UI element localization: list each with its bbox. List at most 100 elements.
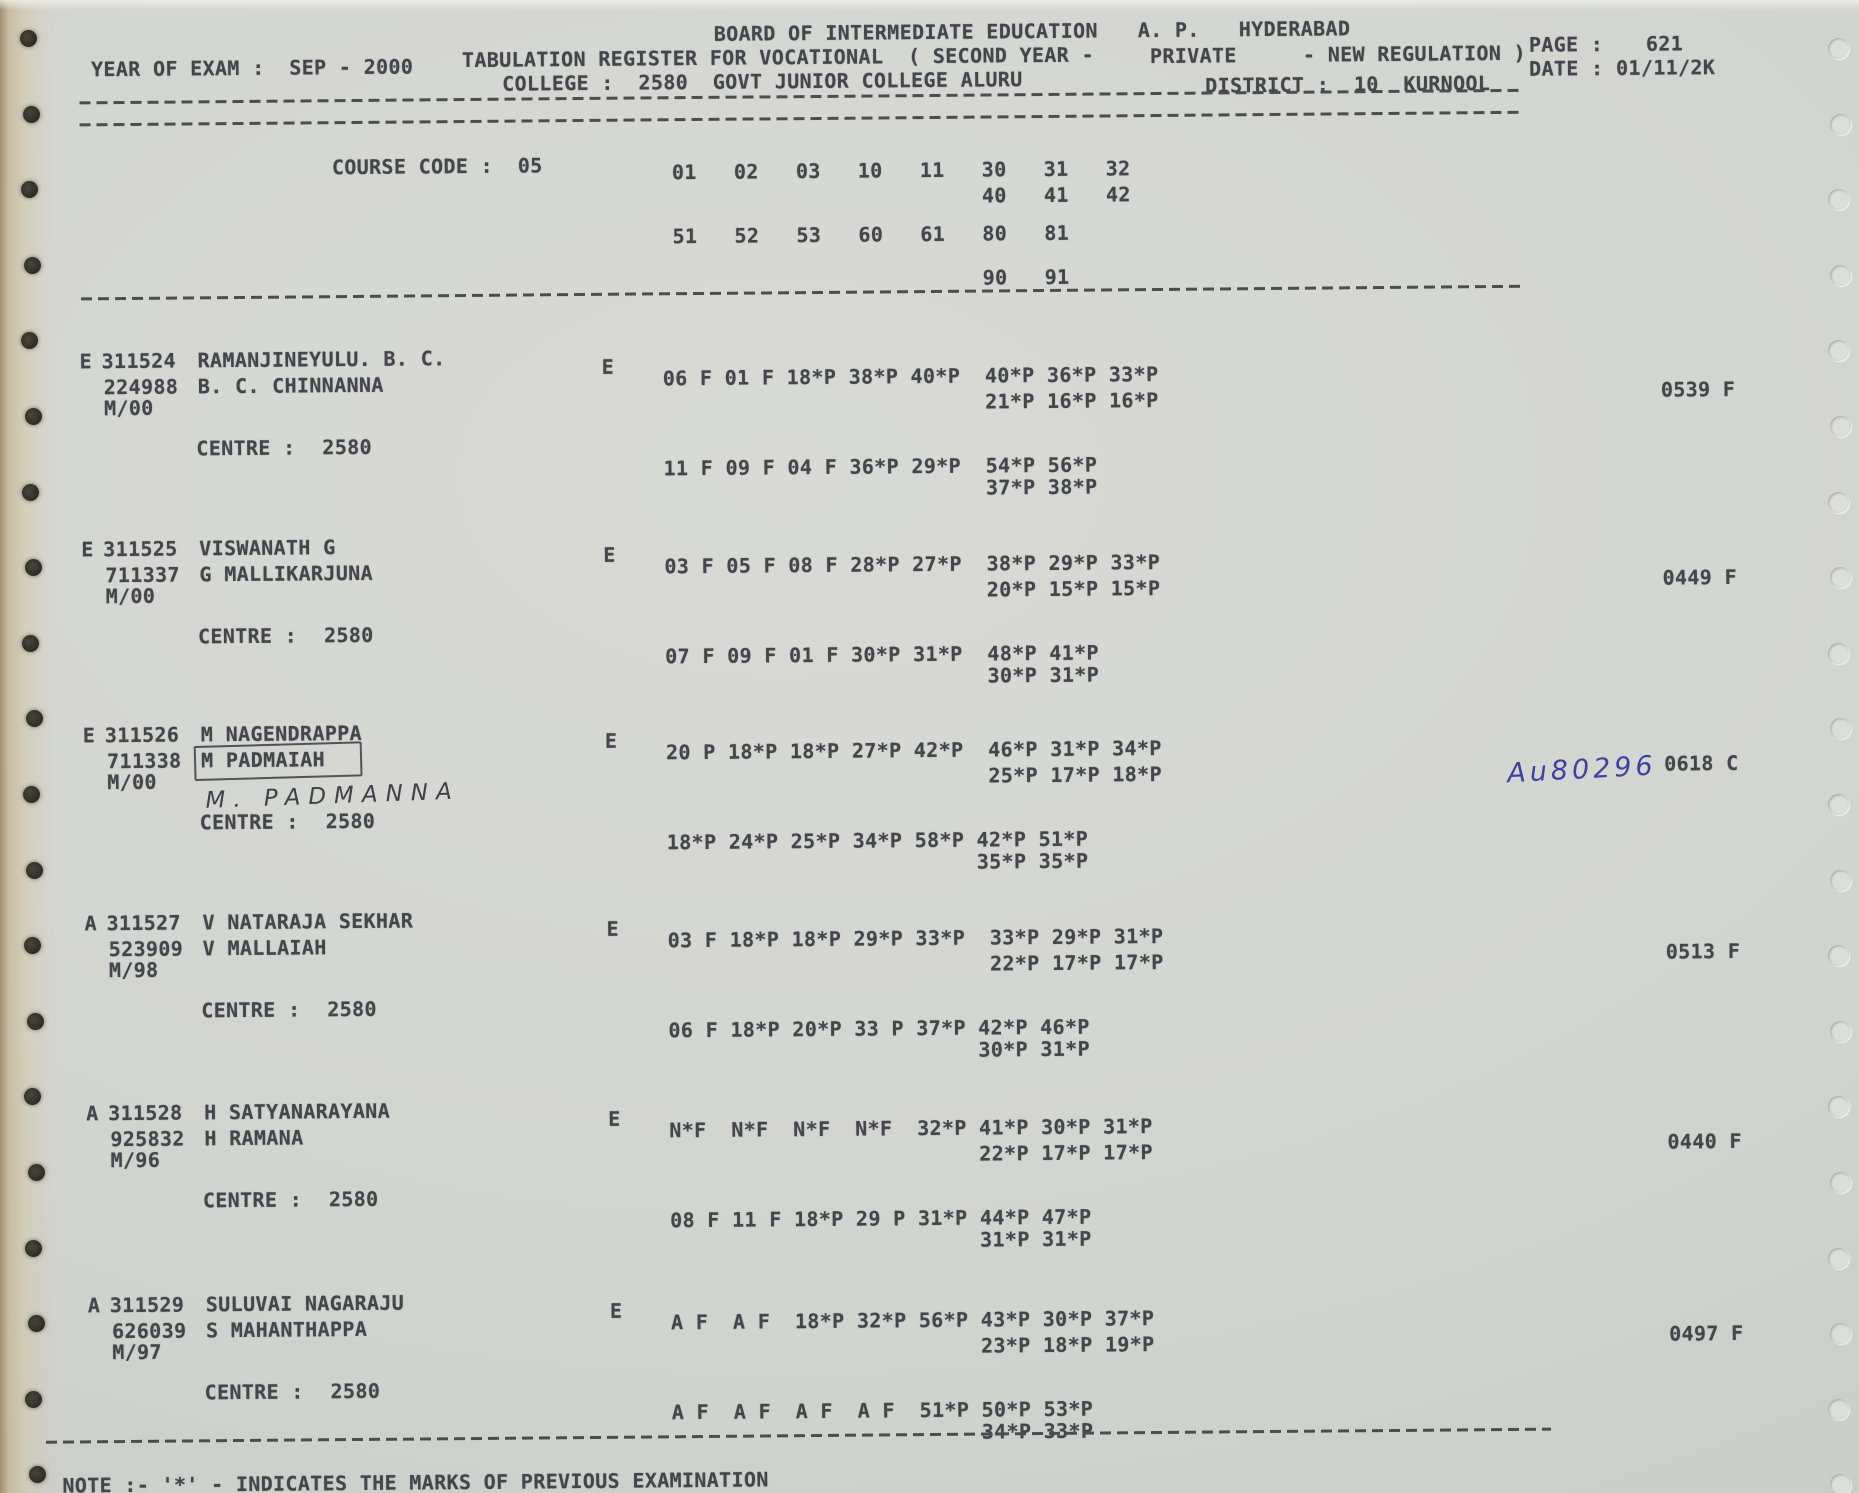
sprocket-hole: [1830, 869, 1851, 891]
institution-region: A. P.: [1137, 17, 1200, 43]
sprocket-hole: [23, 786, 40, 803]
marks-row-2: 25*P 17*P 18*P: [666, 761, 1162, 791]
student-record: A 311527 V NATARAJA SEKHAR E 03 F 18*P 1…: [1, 896, 1859, 1062]
total-marks: 0440 F: [1667, 1128, 1742, 1154]
sprocket-hole: [23, 256, 41, 274]
institution-name: BOARD OF INTERMEDIATE EDUCATION: [713, 18, 1098, 46]
total-marks: 0513 F: [1665, 938, 1741, 964]
centre-label: CENTRE :: [201, 997, 301, 1023]
marks-row-2: 21*P 16*P 16*P: [662, 387, 1159, 417]
course-code: COURSE CODE : 05: [331, 153, 543, 180]
registration-number: 311529: [109, 1292, 185, 1318]
marks-row-4: 37*P 38*P: [663, 474, 1098, 503]
marks-row-2: 22*P 17*P 17*P: [667, 949, 1164, 979]
candidate-name: H SATYANARAYANA: [204, 1098, 391, 1125]
student-record: E 311526 M NAGENDRAPPA E 20 P 18*P 18*P …: [0, 708, 1859, 874]
sprocket-hole: [25, 559, 43, 577]
medium-year: M/96: [110, 1147, 161, 1173]
footnote: NOTE :- '*' - INDICATES THE MARKS OF PRE…: [62, 1467, 769, 1493]
status-flag: A: [84, 911, 98, 936]
marks-row-2: 23*P 18*P 19*P: [671, 1332, 1155, 1361]
medium-year: M/98: [108, 957, 159, 983]
sprocket-hole: [1828, 945, 1849, 967]
medium-code: E: [608, 1106, 621, 1131]
college-line: COLLEGE : 2580 GOVT JUNIOR COLLEGE ALURU: [502, 67, 1023, 96]
sprocket-hole: [1828, 794, 1849, 815]
subject-codes-row: 51 52 53 60 61 80 81: [672, 220, 1070, 249]
sprocket-hole: [1828, 1096, 1849, 1118]
centre-label: CENTRE :: [197, 623, 298, 649]
pen-correction-box: [193, 741, 363, 782]
sprocket-hole: [1828, 1398, 1849, 1420]
candidate-name: V NATARAJA SEKHAR: [202, 908, 414, 935]
sprocket-hole: [1830, 1172, 1851, 1193]
marks-row-1: 03 F 05 F 08 F 28*P 27*P 38*P 29*P 33*P: [664, 549, 1161, 579]
medium-code: E: [603, 542, 616, 567]
sprocket-hole: [24, 408, 42, 425]
page-label: PAGE :: [1528, 32, 1604, 57]
marks-row-1: N*F N*F N*F N*F 32*P 41*P 30*P 31*P: [669, 1114, 1153, 1143]
sprocket-hole: [24, 1088, 42, 1106]
father-name: G MALLIKARJUNA: [199, 560, 374, 587]
register-regulation: - NEW REGULATION ): [1302, 40, 1527, 67]
sprocket-hole: [1828, 189, 1849, 211]
registration-number: 311528: [108, 1100, 183, 1126]
student-records: E 311524 RAMANJINEYULU. B. C. E 06 F 01 …: [0, 0, 1852, 1443]
institution-city: HYDERABAD: [1238, 16, 1351, 42]
sprocket-hole: [23, 105, 41, 123]
medium-code: E: [609, 1298, 623, 1323]
marks-row-1: 20 P 18*P 18*P 27*P 42*P 46*P 31*P 34*P: [665, 735, 1162, 765]
marks-row-4: 30*P 31*P: [665, 662, 1100, 691]
sprocket-hole: [1830, 416, 1851, 437]
centre-code: 2580: [330, 1378, 381, 1404]
candidate-name: SULUVAI NAGARAJU: [205, 1290, 405, 1317]
father-name: S MAHANTHAPPA: [205, 1316, 368, 1343]
marks-row-4: 31*P 31*P: [670, 1226, 1092, 1255]
total-marks: 0539 F: [1660, 376, 1736, 402]
sprocket-hole: [26, 861, 44, 879]
sprocket-hole: [1830, 567, 1851, 589]
handwritten-code: Au80296: [1506, 750, 1658, 790]
registration-number: 311527: [106, 910, 181, 936]
page-number: 621: [1645, 31, 1684, 56]
sprocket-hole: [1830, 264, 1851, 286]
medium-year: M/97: [112, 1339, 162, 1365]
handwritten-corrected-name: M. PADMANNA: [205, 778, 461, 814]
sprocket-hole: [22, 634, 40, 652]
marks-row-2: 22*P 17*P 17*P: [669, 1140, 1153, 1169]
medium-code: E: [604, 728, 618, 753]
sprocket-hole: [23, 937, 41, 955]
sprocket-hole: [1830, 718, 1851, 740]
medium-code: E: [601, 354, 615, 379]
medium-year: M/00: [105, 583, 156, 609]
father-name: B. C. CHINNANNA: [197, 372, 384, 399]
status-flag: E: [81, 537, 94, 562]
sprocket-hole: [20, 181, 38, 199]
sprocket-hole: [26, 1012, 44, 1030]
sprocket-hole: [27, 1164, 45, 1181]
centre-code: 2580: [325, 808, 376, 834]
student-record: E 311524 RAMANJINEYULU. B. C. E 06 F 01 …: [0, 334, 1855, 499]
subject-codes-row: 01 02 03 10 11 30 31 32: [671, 156, 1131, 185]
registration-number: 311525: [103, 536, 178, 562]
centre-code: 2580: [323, 622, 374, 648]
father-name: V MALLAIAH: [202, 935, 327, 961]
medium-code: E: [606, 916, 620, 941]
subject-codes-row: 40 41 42: [672, 182, 1131, 211]
print-date: 01/11/2K: [1616, 55, 1716, 80]
sprocket-hole: [1830, 113, 1851, 135]
status-flag: E: [82, 723, 96, 748]
medium-year: M/00: [107, 769, 157, 795]
centre-label: CENTRE :: [196, 435, 296, 461]
centre-label: CENTRE :: [202, 1187, 303, 1213]
sprocket-hole: [1830, 1323, 1851, 1345]
sprocket-hole: [21, 332, 39, 350]
sprocket-hole: [20, 30, 37, 47]
total-marks: 0618 C: [1664, 750, 1739, 776]
year-of-exam: YEAR OF EXAM : SEP - 2000: [90, 54, 414, 82]
centre-code: 2580: [327, 996, 377, 1022]
sprocket-hole: [25, 1390, 43, 1408]
sprocket-hole: [28, 1315, 46, 1333]
sprocket-hole: [1830, 1474, 1851, 1493]
